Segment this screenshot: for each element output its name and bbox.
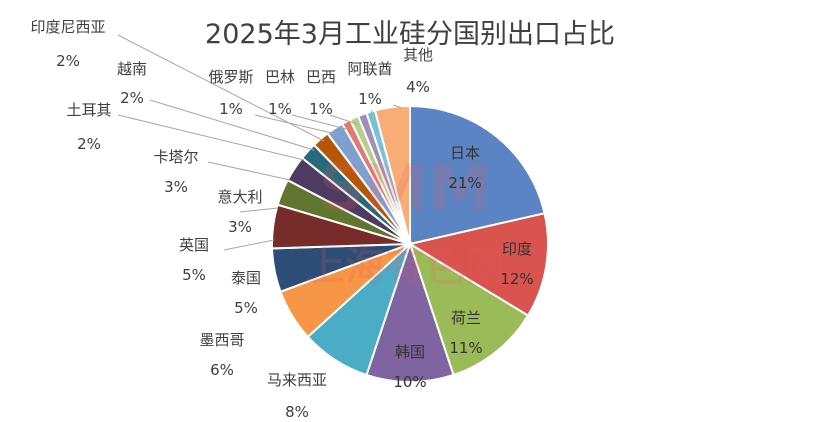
leader-line-9 xyxy=(207,161,291,181)
label-name-16: 阿联酋 xyxy=(347,60,392,78)
leader-line-8 xyxy=(239,207,279,213)
chart-title: 2025年3月工业硅分国别出口占比 xyxy=(205,19,615,50)
label-name-9: 卡塔尔 xyxy=(153,148,198,166)
label-name-11: 越南 xyxy=(117,60,147,78)
leader-lines xyxy=(117,34,403,251)
label-name-12: 印度尼西亚 xyxy=(30,18,105,36)
label-name-15: 巴西 xyxy=(306,68,336,86)
label-percent-12: 2% xyxy=(56,52,80,70)
label-name-4: 马来西亚 xyxy=(267,371,327,389)
leader-line-7 xyxy=(223,239,275,251)
label-name-13: 俄罗斯 xyxy=(208,68,253,86)
slice-0 xyxy=(409,104,546,246)
label-percent-10: 2% xyxy=(77,135,101,153)
label-name-5: 墨西哥 xyxy=(199,331,244,349)
leader-line-11 xyxy=(149,99,315,151)
label-name-17: 其他 xyxy=(403,46,433,64)
label-percent-5: 6% xyxy=(210,361,234,379)
label-percent-2: 11% xyxy=(449,339,482,357)
label-percent-7: 5% xyxy=(182,266,206,284)
label-name-3: 韩国 xyxy=(395,343,425,361)
label-percent-14: 1% xyxy=(268,100,292,118)
leader-line-14 xyxy=(291,114,347,130)
leader-line-12 xyxy=(117,34,325,142)
label-name-8: 意大利 xyxy=(217,188,262,206)
label-percent-17: 4% xyxy=(406,78,430,96)
label-percent-16: 1% xyxy=(358,90,382,108)
label-percent-9: 3% xyxy=(164,178,188,196)
label-name-14: 巴林 xyxy=(265,68,295,86)
data-labels: 日本 21% 印度 12% 荷兰 11% 韩国 10% 马来西亚 8% 墨西哥 6% 泰国 5% 英国 5% 意… xyxy=(30,18,533,421)
slice-1 xyxy=(407,212,549,317)
label-name-7: 英国 xyxy=(179,236,209,254)
label-percent-4: 8% xyxy=(285,403,309,421)
label-percent-6: 5% xyxy=(234,299,258,317)
label-percent-1: 12% xyxy=(500,270,533,288)
label-percent-13: 1% xyxy=(219,100,243,118)
label-percent-11: 2% xyxy=(120,89,144,107)
slice-17 xyxy=(373,104,411,245)
label-percent-0: 21% xyxy=(448,174,481,192)
slice-3 xyxy=(365,240,455,383)
label-name-6: 泰国 xyxy=(231,269,261,287)
label-name-1: 印度 xyxy=(502,240,532,258)
leader-line-15 xyxy=(329,114,358,125)
pie-slices xyxy=(271,104,549,383)
leader-line-13 xyxy=(254,114,337,135)
label-percent-3: 10% xyxy=(393,373,426,391)
leader-line-10 xyxy=(117,114,305,161)
label-name-0: 日本 xyxy=(450,144,480,162)
watermark-top: SMM xyxy=(318,152,491,226)
slice-2 xyxy=(408,241,530,377)
watermark-bottom: 上海有色网 xyxy=(305,244,505,290)
label-name-2: 荷兰 xyxy=(451,309,481,327)
leader-line-16 xyxy=(369,109,373,121)
label-name-10: 土耳其 xyxy=(66,101,111,119)
label-percent-8: 3% xyxy=(228,218,252,236)
leader-line-17 xyxy=(392,104,403,109)
watermark: SMM 上海有色网 xyxy=(305,152,505,290)
label-percent-15: 1% xyxy=(309,100,333,118)
